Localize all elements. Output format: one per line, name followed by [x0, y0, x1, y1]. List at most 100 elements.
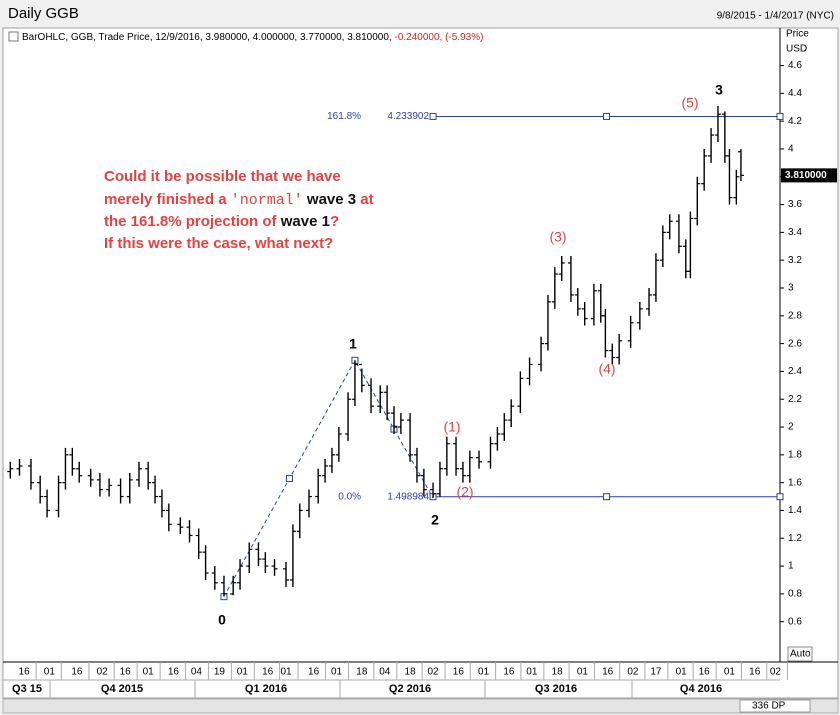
wave-label: (4)	[598, 361, 615, 377]
auto-label: Auto	[790, 649, 811, 660]
x-tick-label: 01	[331, 667, 343, 678]
x-tick-label: 16	[120, 667, 132, 678]
x-tick-label: 16	[262, 667, 274, 678]
quarter-label: Q4 2016	[680, 683, 722, 695]
annotation-text: the 161.8% projection of	[104, 213, 281, 230]
x-tick-label: 04	[191, 667, 203, 678]
annotation-line: Could it be possible that we have	[104, 168, 341, 185]
x-tick-label: 02	[427, 667, 439, 678]
x-tick-label: 01	[143, 667, 155, 678]
info-icon	[8, 31, 19, 42]
wave-label: (5)	[681, 95, 698, 111]
wave-label: (1)	[443, 419, 460, 435]
price-tag-box	[781, 168, 837, 183]
x-tick-label: 16	[602, 667, 614, 678]
y-tick-label: 0.6	[788, 616, 802, 627]
annotation-line: If this were the case, what next?	[104, 235, 333, 252]
fib-handle	[603, 112, 611, 120]
chart-panel	[2, 27, 839, 699]
y-tick-label: 2.8	[788, 310, 802, 321]
annotation-text: ?	[330, 213, 339, 230]
x-tick-label: 18	[356, 667, 368, 678]
y-tick-label: 1.8	[788, 449, 802, 460]
y-tick-label: 1	[788, 561, 794, 572]
wave-label: (2)	[456, 484, 473, 500]
y-tick-label: 3.4	[788, 227, 802, 238]
data-points: 336 DP	[752, 701, 786, 712]
annotation-text: wave 1	[280, 213, 330, 230]
fib-handle	[776, 493, 784, 501]
x-tick-label: 16	[503, 667, 515, 678]
x-tick-label: 16	[19, 667, 31, 678]
x-tick-label: 16	[749, 667, 761, 678]
fib-handle	[603, 493, 611, 501]
x-tick-label: 02	[97, 667, 109, 678]
bar-info: BarOHLC, GGB, Trade Price, 12/9/2016, 3.…	[22, 32, 483, 43]
x-tick-label: 16	[71, 667, 83, 678]
fib-percent: 161.8%	[327, 111, 361, 122]
y-axis-label: Price	[786, 29, 809, 40]
y-tick-label: 3.2	[788, 255, 802, 266]
y-tick-label: 4.4	[788, 88, 802, 99]
x-tick-label: 01	[478, 667, 490, 678]
chart-title: Daily GGB	[8, 5, 79, 22]
scrollbar[interactable]	[2, 698, 839, 714]
y-tick-label: 2.2	[788, 394, 802, 405]
x-tick-label: 04	[379, 667, 391, 678]
quarter-label: Q4 2015	[101, 683, 143, 695]
fib-value: 4.233902	[387, 111, 429, 122]
y-axis-unit: USD	[786, 44, 807, 55]
y-tick-label: 3	[788, 283, 794, 294]
annotation-text: wave 3	[303, 191, 356, 208]
trendline-handle	[285, 474, 293, 482]
y-tick-label: 1.2	[788, 533, 802, 544]
y-tick-label: 4.2	[788, 116, 802, 127]
fib-handle	[429, 112, 437, 120]
price-tag: 3.810000	[785, 170, 827, 181]
x-tick-label: 17	[650, 667, 662, 678]
y-tick-label: 2.4	[788, 366, 802, 377]
fib-handle	[776, 112, 784, 120]
x-tick-label: 01	[526, 667, 538, 678]
annotation-text: merely finished a	[104, 191, 231, 208]
x-tick-label: 01	[44, 667, 56, 678]
x-tick-label: 16	[453, 667, 465, 678]
x-tick-label: 18	[405, 667, 417, 678]
y-tick-label: 1.6	[788, 477, 802, 488]
wave-label: 3	[715, 82, 723, 98]
auto-button[interactable]	[787, 646, 813, 662]
annotation-text: If this were the case, what next?	[104, 235, 333, 252]
wave-label: 0	[218, 612, 226, 628]
fib-value: 1.498984	[387, 491, 429, 502]
date-range: 9/8/2015 - 1/4/2017 (NYC)	[717, 11, 834, 22]
x-tick-label: 02	[627, 667, 639, 678]
x-tick-label: 01	[237, 667, 249, 678]
fib-percent: 0.0%	[338, 491, 361, 502]
annotation-text: at	[356, 191, 374, 208]
wave-label: 2	[431, 512, 439, 528]
x-tick-label: 01	[280, 667, 292, 678]
wave-label: (3)	[549, 229, 566, 245]
x-tick-label: 01	[676, 667, 688, 678]
wave-label: 1	[349, 336, 357, 352]
x-tick-label: 02	[770, 667, 782, 678]
quarter-label: Q3 15	[12, 683, 42, 695]
quarter-label: Q1 2016	[245, 683, 287, 695]
annotation-text: Could it be possible that we have	[104, 168, 341, 185]
y-tick-label: 0.8	[788, 589, 802, 600]
x-tick-label: 18	[552, 667, 564, 678]
annotation-text: 'normal'	[231, 192, 303, 209]
y-tick-label: 2.6	[788, 338, 802, 349]
bar-info-change: -0.240000, (-5.93%)	[394, 32, 483, 43]
x-tick-label: 16	[168, 667, 180, 678]
annotation-line: the 161.8% projection of wave 1?	[104, 213, 339, 230]
x-tick-label: 19	[214, 667, 226, 678]
quarter-label: Q3 2016	[535, 683, 577, 695]
x-tick-label: 16	[699, 667, 711, 678]
y-tick-label: 2	[788, 422, 794, 433]
y-tick-label: 4.6	[788, 60, 802, 71]
y-tick-label: 3.6	[788, 199, 802, 210]
x-tick-label: 16	[308, 667, 320, 678]
scroll-thumb[interactable]	[739, 699, 811, 713]
